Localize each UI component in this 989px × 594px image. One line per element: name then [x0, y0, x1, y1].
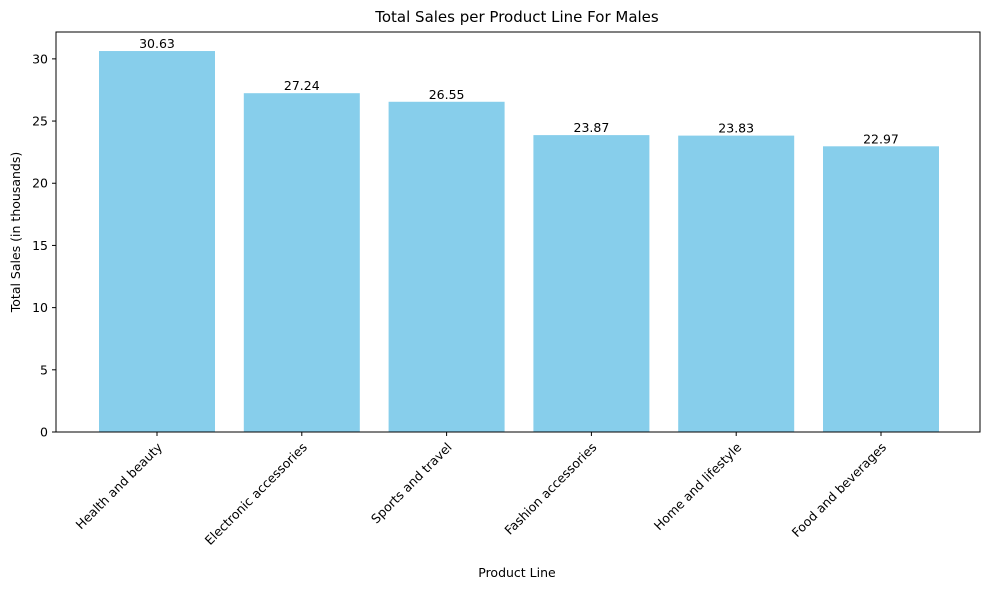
x-axis: Health and beauty Electronic accessories S… [72, 432, 889, 548]
bar [99, 51, 215, 433]
y-tick-label: 25 [32, 114, 48, 129]
x-tick-label: Food and beverages [789, 440, 889, 540]
x-tick-label: Fashion accessories [501, 440, 599, 538]
y-tick-label: 15 [32, 238, 48, 253]
bar [243, 93, 360, 432]
bar-value-label: 23.87 [574, 120, 610, 135]
bar-value-label: 27.24 [284, 78, 320, 93]
chart-title: Total Sales per Product Line For Males [374, 8, 659, 26]
bar-value-label: 26.55 [429, 87, 465, 102]
y-tick-label: 0 [40, 425, 48, 440]
bar [533, 135, 650, 433]
bars-layer [99, 51, 939, 433]
x-axis-label: Product Line [478, 565, 556, 580]
bar-value-label: 23.83 [718, 121, 754, 136]
y-axis: 0 5 10 15 20 25 30 [32, 51, 56, 440]
y-tick-label: 20 [32, 176, 48, 191]
bar-value-label: 22.97 [863, 131, 899, 146]
axes-frame [55, 31, 981, 433]
y-axis-label: Total Sales (in thousands) [8, 152, 23, 313]
y-tick-label: 30 [32, 51, 48, 66]
y-tick-label: 5 [40, 362, 48, 377]
bar-value-label: 30.63 [139, 36, 175, 51]
data-labels-layer: 30.63 27.24 26.55 23.87 23.83 22.97 [139, 36, 899, 146]
x-tick-label: Health and beauty [72, 439, 165, 532]
bar [678, 135, 795, 432]
y-tick-label: 10 [32, 300, 48, 315]
x-tick-label: Electronic accessories [202, 440, 310, 548]
x-tick-label: Sports and travel [368, 440, 455, 527]
bar [388, 101, 505, 432]
x-tick-label: Home and lifestyle [651, 439, 745, 533]
bar [823, 146, 939, 433]
